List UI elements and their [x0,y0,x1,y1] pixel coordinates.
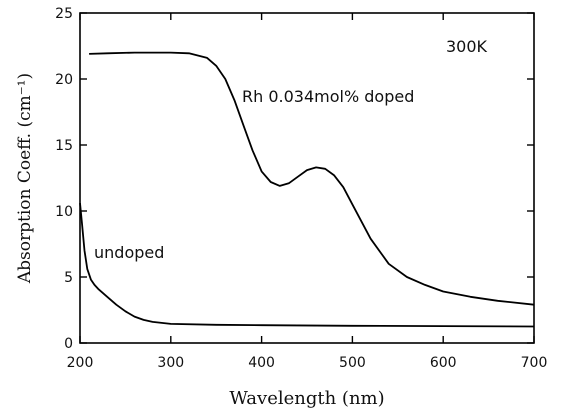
x-axis-label: Wavelength (nm) [229,388,384,409]
x-tick-label: 300 [157,355,184,371]
plot-frame [79,12,535,344]
axis-ticks: 200 300 400 500 600 700 0 5 10 15 20 25 [55,6,547,371]
x-tick-label: 200 [67,355,94,371]
x-tick-label: 600 [430,355,457,371]
series-line-undoped [79,203,535,328]
series-line-doped [89,51,535,306]
y-axis-label: Absorption Coeff. (cm⁻¹) [15,73,35,284]
y-tick-label: 20 [55,72,73,88]
annotation-300k: 300K [446,37,488,56]
x-tick-label: 700 [521,355,548,371]
series-group [79,51,535,328]
y-tick-label: 5 [64,270,73,286]
y-tick-label: 0 [64,336,73,352]
y-tick-label: 25 [55,6,73,22]
y-tick-label: 10 [55,204,73,220]
x-tick-label: 400 [248,355,275,371]
series-label-undoped: undoped [94,243,164,262]
x-tick-label: 500 [339,355,366,371]
y-tick-label: 15 [55,138,73,154]
series-label-doped: Rh 0.034mol% doped [242,87,414,106]
